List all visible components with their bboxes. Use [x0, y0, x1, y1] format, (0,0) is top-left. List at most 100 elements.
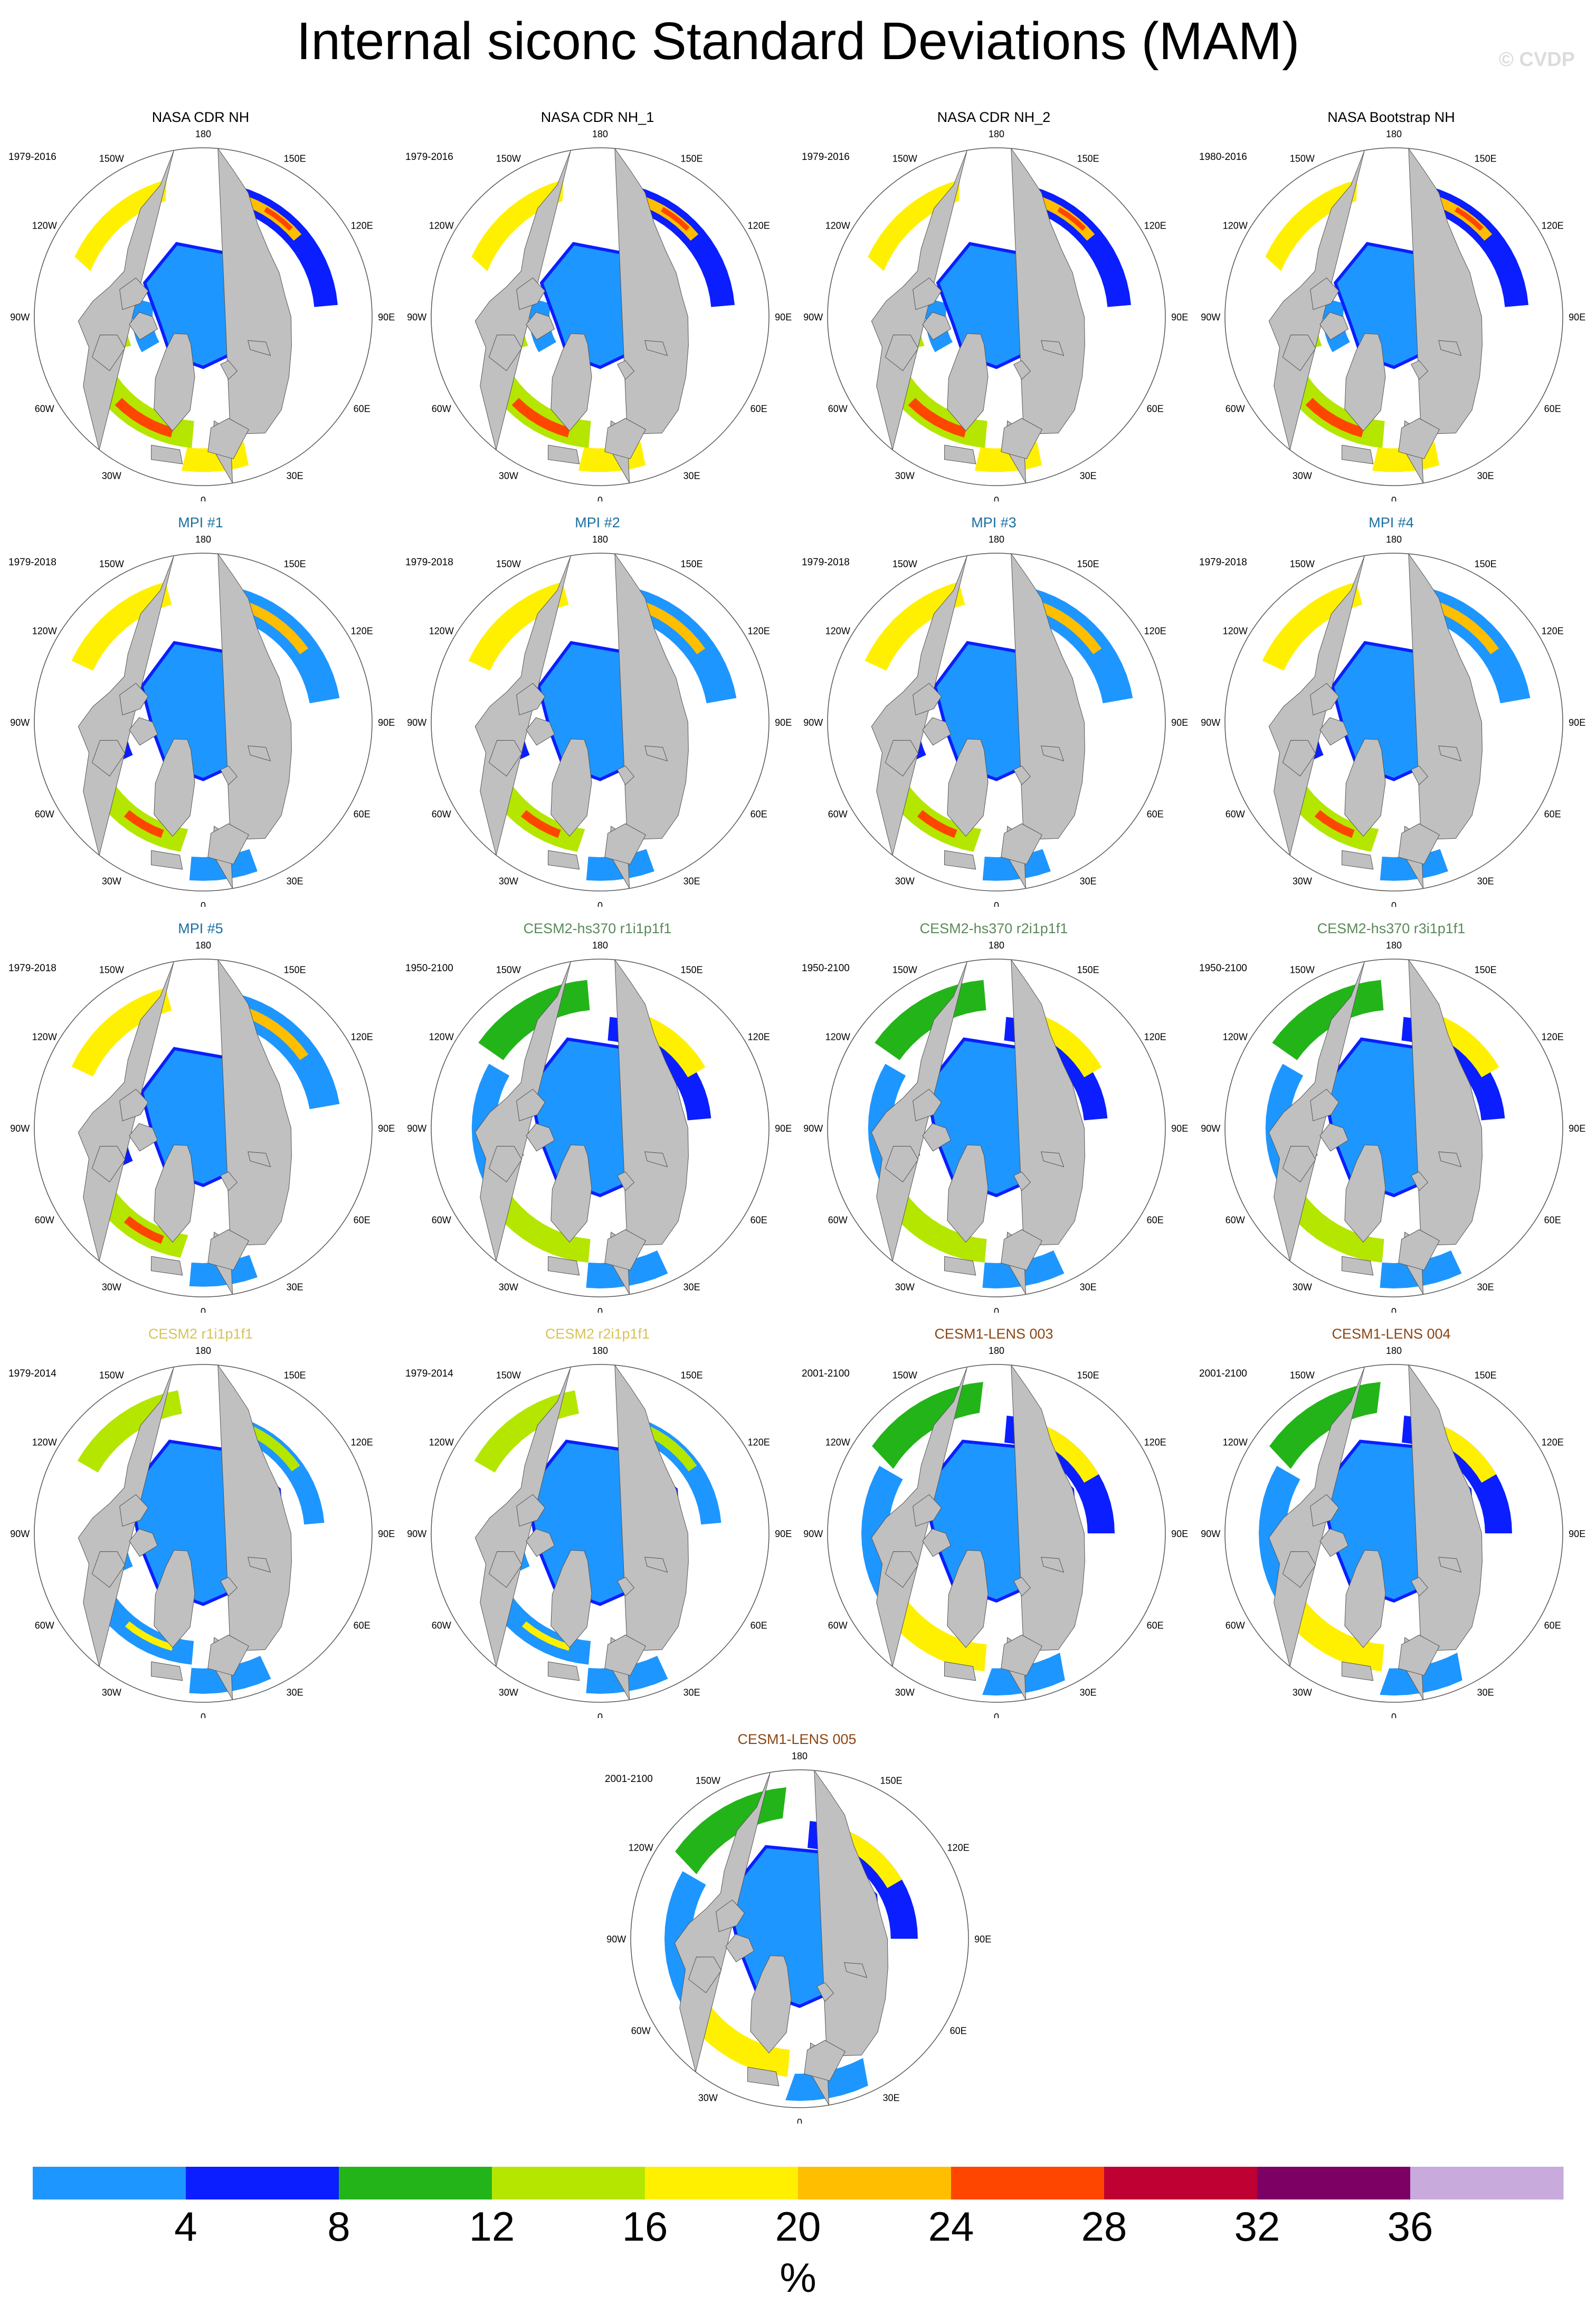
svalbard-island [220, 1171, 238, 1191]
scandinavia-landmass [1001, 823, 1042, 865]
longitude-label: 60W [631, 2026, 651, 2036]
baffin-island [1282, 1145, 1316, 1183]
polar-map: 180 150E 120E 90E 60E 30E 0 30W 60W 90W 120W 150W [803, 940, 1188, 1313]
eurasia-landmass [212, 1364, 292, 1700]
longitude-label: 90W [407, 717, 426, 728]
longitude-label: 90E [974, 1934, 991, 1945]
panel-period: 1979-2018 [8, 557, 56, 568]
polar-map: 180 150E 120E 90E 60E 30E 0 30W 60W 90W 120W 150W [10, 1345, 395, 1718]
longitude-label: 60W [432, 404, 451, 414]
longitude-label: 120W [825, 625, 850, 636]
map-panel: NASA CDR NH_1 180 150E 120E 90E 60E 30E 0 30W 60W… [402, 108, 793, 501]
longitude-label: 120W [1223, 1031, 1248, 1042]
longitude-label: 150W [99, 558, 124, 569]
iceland-island [1341, 1661, 1374, 1681]
greenland-landmass [1344, 1144, 1386, 1243]
map-border [827, 1364, 1166, 1703]
map-border [827, 959, 1166, 1297]
eurasia-landmass [1402, 553, 1483, 889]
longitude-label: 30W [895, 1687, 915, 1698]
archipelago-island [913, 277, 942, 310]
longitude-label: 150W [892, 153, 917, 164]
longitude-label: 120E [1144, 625, 1166, 636]
longitude-label: 90E [775, 312, 792, 323]
archipelago-island [1310, 1494, 1340, 1527]
novaya-zemlya-island [248, 1557, 271, 1573]
longitude-label: 60E [750, 404, 767, 414]
longitude-label: 120W [429, 1437, 454, 1447]
colorbar-unit-label: % [780, 2254, 816, 2301]
scandinavia-landmass [604, 1229, 646, 1270]
longitude-label: 120E [1542, 625, 1564, 636]
colorbar-tick-label: 4 [174, 2203, 197, 2250]
baffin-island [91, 1551, 126, 1588]
longitude-label: 120E [1542, 220, 1564, 231]
longitude-label: 60E [354, 404, 370, 414]
polar-map: 180 150E 120E 90E 60E 30E 0 30W 60W 90W 120W 150W [606, 1751, 991, 2123]
longitude-label: 90W [1201, 717, 1220, 728]
greenland-landmass [154, 333, 195, 432]
longitude-label: 30W [102, 471, 121, 481]
panel-title: NASA Bootstrap NH [1327, 109, 1455, 125]
eurasia-landmass [1005, 553, 1085, 889]
panel-title: NASA CDR NH [151, 109, 250, 125]
longitude-label: 60W [828, 404, 848, 414]
sea-ice-std-band [1434, 601, 1499, 655]
polar-map: 180 150E 120E 90E 60E 30E 0 30W 60W 90W 120W 150W [1201, 129, 1585, 501]
longitude-label: 30W [1293, 1687, 1312, 1698]
longitude-label: 0 [597, 1306, 603, 1313]
longitude-label: 60W [35, 1620, 54, 1631]
eurasia-landmass [1005, 959, 1085, 1295]
sea-ice-std-band [520, 810, 561, 838]
archipelago-island [913, 682, 942, 716]
greenland-landmass [550, 738, 592, 837]
greenland-landmass [947, 1144, 989, 1243]
longitude-label: 150W [99, 964, 124, 975]
archipelago-island [129, 717, 158, 746]
panel-period: 1979-2018 [405, 557, 453, 568]
longitude-label: 120E [1144, 1437, 1166, 1447]
longitude-label: 180 [592, 129, 608, 139]
baffin-island [885, 739, 919, 777]
archipelago-island [1310, 1088, 1340, 1122]
longitude-label: 120E [748, 625, 770, 636]
sea-ice-std-band [471, 179, 564, 271]
polar-map: 180 150E 120E 90E 60E 30E 0 30W 60W 90W 120W 150W [803, 129, 1188, 501]
longitude-label: 90E [378, 1529, 395, 1539]
longitude-label: 60E [354, 1620, 370, 1631]
svalbard-island [1411, 1171, 1429, 1191]
colorbar-box [1104, 2167, 1258, 2199]
greenland-landmass [947, 333, 989, 432]
longitude-label: 150W [496, 964, 521, 975]
greenland-landmass [750, 1955, 792, 2054]
scandinavia-landmass [1398, 1229, 1440, 1270]
sea-ice-std-band [661, 207, 690, 231]
longitude-label: 0 [1391, 495, 1396, 501]
greenland-landmass [1344, 333, 1386, 432]
sea-ice-std-band [1037, 601, 1102, 655]
longitude-label: 90E [378, 1123, 395, 1134]
colorbar-tick-label: 20 [775, 2203, 821, 2250]
panel-period: 2001-2100 [802, 1368, 850, 1379]
eurasia-landmass [1005, 1364, 1085, 1700]
novaya-zemlya-island [248, 745, 271, 762]
archipelago-island [725, 1933, 755, 1962]
longitude-label: 30W [499, 1687, 518, 1698]
longitude-label: 180 [195, 940, 211, 951]
eurasia-landmass [1402, 1364, 1483, 1700]
longitude-label: 150E [681, 964, 703, 975]
longitude-label: 180 [195, 1345, 211, 1356]
map-panel: CESM2-hs370 r1i1p1f1 180 150E 120E 90E 60E 30E… [402, 919, 793, 1313]
archipelago-island [516, 1494, 546, 1527]
longitude-label: 0 [1391, 900, 1396, 907]
sea-ice-std-band [1262, 582, 1363, 671]
greenland-landmass [154, 1144, 195, 1243]
map-border [34, 147, 373, 486]
scandinavia-landmass [604, 418, 646, 459]
longitude-label: 90W [407, 1529, 426, 1539]
map-panel: NASA CDR NH_2 180 150E 120E 90E 60E 30E 0 30W 60W… [799, 108, 1189, 501]
archipelago-island [1319, 717, 1349, 746]
polar-map: 180 150E 120E 90E 60E 30E 0 30W 60W 90W 120W 150W [803, 1345, 1188, 1718]
longitude-label: 150E [284, 558, 306, 569]
panel-title: CESM1-LENS 005 [737, 1731, 857, 1747]
